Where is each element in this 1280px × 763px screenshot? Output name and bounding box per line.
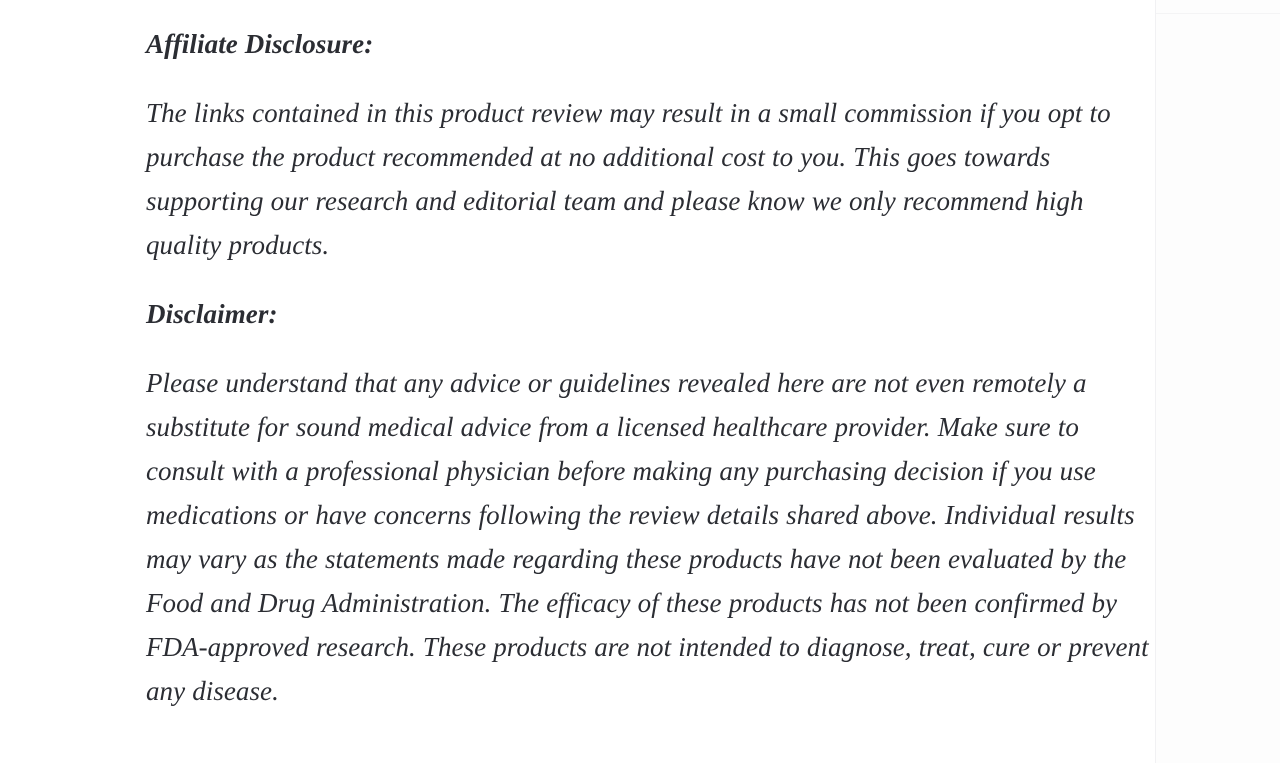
spacer — [146, 267, 1152, 292]
article-content: Affiliate Disclosure: The links containe… — [146, 0, 1152, 713]
affiliate-disclosure-paragraph: The links contained in this product revi… — [146, 98, 1111, 260]
spacer — [146, 66, 1152, 91]
disclaimer-heading: Disclaimer: — [146, 299, 278, 329]
gutter-top-edge — [1156, 13, 1280, 14]
column-divider — [1155, 0, 1156, 763]
spacer — [146, 336, 1152, 361]
affiliate-disclosure-heading: Affiliate Disclosure: — [146, 29, 374, 59]
disclaimer-paragraph: Please understand that any advice or gui… — [146, 368, 1149, 706]
right-gutter — [1156, 0, 1280, 763]
